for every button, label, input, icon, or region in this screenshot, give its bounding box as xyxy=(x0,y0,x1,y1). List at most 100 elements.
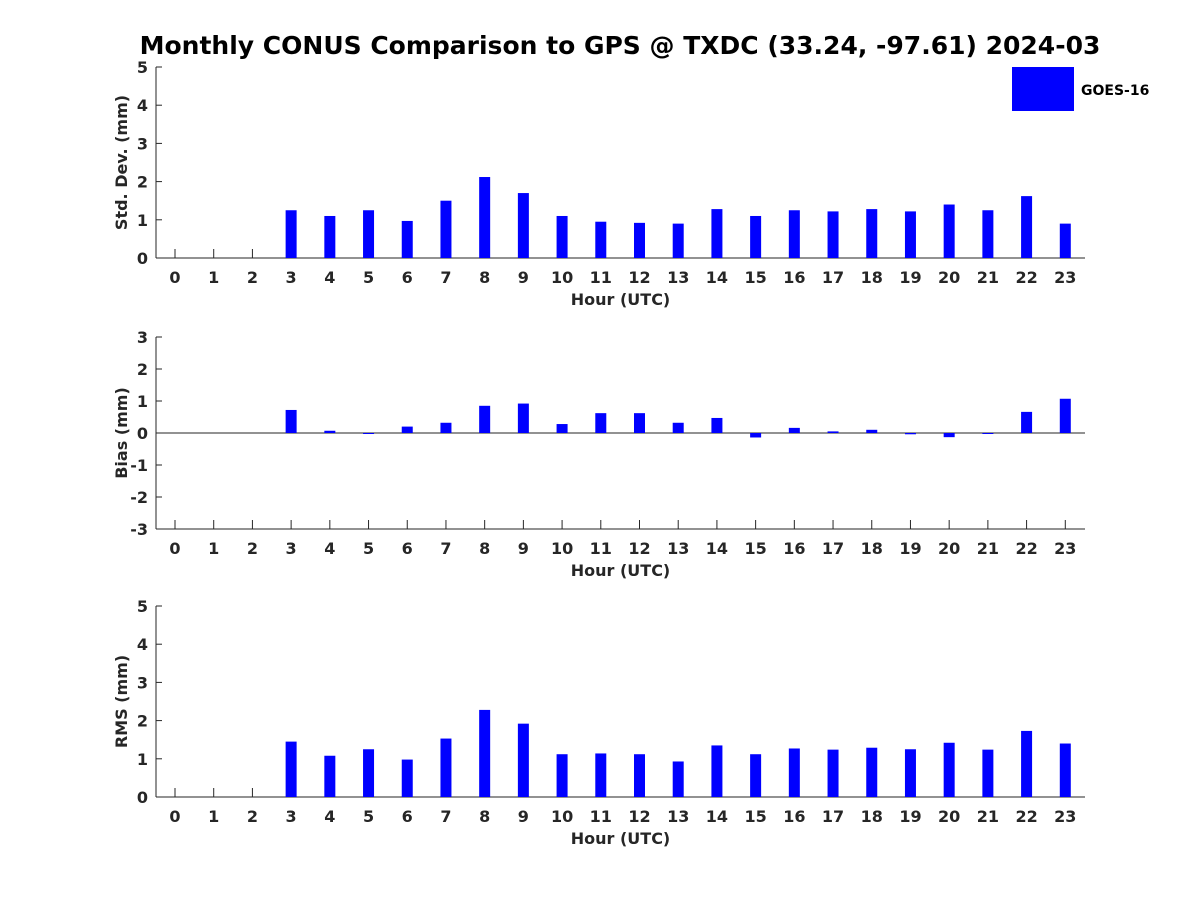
y-tick-label: 1 xyxy=(137,211,148,230)
x-tick-label: 22 xyxy=(1015,807,1037,826)
x-tick-label: 1 xyxy=(208,807,219,826)
bar-bias-hour-21 xyxy=(982,433,994,434)
bar-bias-hour-23 xyxy=(1059,398,1071,433)
bar-std-dev-hour-20 xyxy=(943,204,955,258)
x-tick-label: 19 xyxy=(899,807,921,826)
x-tick-label: 12 xyxy=(628,268,650,287)
x-tick-label: 21 xyxy=(977,539,999,558)
bar-bias-hour-7 xyxy=(440,422,452,433)
x-tick-label: 5 xyxy=(363,539,374,558)
y-tick-label: 1 xyxy=(137,392,148,411)
x-tick-label: 15 xyxy=(744,807,766,826)
y-tick-label: -2 xyxy=(130,488,148,507)
y-tick-label: 3 xyxy=(137,673,148,692)
bar-std-dev-hour-4 xyxy=(324,215,336,258)
x-tick-label: 18 xyxy=(861,268,883,287)
x-tick-label: 13 xyxy=(667,268,689,287)
x-tick-label: 17 xyxy=(822,539,844,558)
y-tick-label: 5 xyxy=(137,597,148,616)
bar-bias-hour-8 xyxy=(479,405,491,433)
bar-std-dev-hour-14 xyxy=(711,209,723,258)
x-tick-label: 19 xyxy=(899,539,921,558)
x-tick-label: 22 xyxy=(1015,268,1037,287)
chart-title: Monthly CONUS Comparison to GPS @ TXDC (… xyxy=(140,31,1101,60)
x-tick-label: 8 xyxy=(479,807,490,826)
y-tick-label: 2 xyxy=(137,712,148,731)
bar-rms-hour-7 xyxy=(440,738,452,797)
x-tick-label: 21 xyxy=(977,268,999,287)
bar-rms-hour-16 xyxy=(788,748,800,797)
bar-std-dev-hour-6 xyxy=(401,220,413,258)
y-tick-label: 0 xyxy=(137,249,148,268)
x-tick-label: 3 xyxy=(286,807,297,826)
x-tick-label: 10 xyxy=(551,268,573,287)
x-tick-label: 0 xyxy=(169,807,180,826)
x-tick-label: 10 xyxy=(551,539,573,558)
x-axis-label: Hour (UTC) xyxy=(571,829,671,848)
bar-bias-hour-13 xyxy=(672,422,684,433)
x-tick-label: 20 xyxy=(938,539,960,558)
x-tick-label: 21 xyxy=(977,807,999,826)
bar-bias-hour-19 xyxy=(904,433,916,435)
bar-bias-hour-20 xyxy=(943,433,955,438)
x-tick-label: 12 xyxy=(628,807,650,826)
bar-bias-hour-5 xyxy=(363,433,375,434)
y-tick-label: 0 xyxy=(137,424,148,443)
x-tick-label: 14 xyxy=(706,807,728,826)
x-tick-label: 1 xyxy=(208,268,219,287)
x-tick-label: 4 xyxy=(324,539,335,558)
bar-bias-hour-10 xyxy=(556,424,568,433)
bar-rms-hour-21 xyxy=(982,749,994,797)
bar-bias-hour-9 xyxy=(517,403,529,433)
bar-bias-hour-6 xyxy=(401,426,413,433)
x-tick-label: 15 xyxy=(744,539,766,558)
x-tick-label: 18 xyxy=(861,539,883,558)
bar-std-dev-hour-3 xyxy=(285,210,297,258)
x-tick-label: 9 xyxy=(518,539,529,558)
x-tick-label: 7 xyxy=(440,807,451,826)
x-tick-label: 9 xyxy=(518,268,529,287)
x-tick-label: 4 xyxy=(324,807,335,826)
x-tick-label: 6 xyxy=(402,807,413,826)
y-tick-label: -3 xyxy=(130,520,148,539)
x-tick-label: 9 xyxy=(518,807,529,826)
bar-rms-hour-14 xyxy=(711,745,723,797)
bar-rms-hour-6 xyxy=(401,759,413,797)
x-tick-label: 0 xyxy=(169,539,180,558)
y-tick-label: 3 xyxy=(137,134,148,153)
bar-std-dev-hour-19 xyxy=(904,211,916,258)
x-tick-label: 17 xyxy=(822,268,844,287)
x-tick-label: 5 xyxy=(363,807,374,826)
bar-std-dev-hour-8 xyxy=(479,177,491,258)
bar-rms-hour-20 xyxy=(943,742,955,797)
x-tick-label: 11 xyxy=(590,807,612,826)
x-tick-label: 6 xyxy=(402,268,413,287)
x-tick-label: 12 xyxy=(628,539,650,558)
x-tick-label: 11 xyxy=(590,539,612,558)
bar-rms-hour-12 xyxy=(634,754,645,797)
bar-std-dev-hour-12 xyxy=(634,222,645,258)
x-tick-label: 16 xyxy=(783,268,805,287)
bar-rms-hour-9 xyxy=(517,723,529,797)
bar-rms-hour-19 xyxy=(904,749,916,797)
y-axis-label: Bias (mm) xyxy=(112,387,131,479)
bar-bias-hour-15 xyxy=(750,433,762,438)
x-tick-label: 3 xyxy=(286,539,297,558)
x-tick-label: 16 xyxy=(783,539,805,558)
x-tick-label: 10 xyxy=(551,807,573,826)
y-tick-label: 3 xyxy=(137,328,148,347)
bar-std-dev-hour-7 xyxy=(440,200,452,258)
bar-bias-hour-22 xyxy=(1021,411,1033,433)
x-tick-label: 8 xyxy=(479,539,490,558)
x-tick-label: 1 xyxy=(208,539,219,558)
bar-bias-hour-4 xyxy=(324,430,336,433)
x-tick-label: 7 xyxy=(440,268,451,287)
y-axis-label: RMS (mm) xyxy=(112,655,131,748)
bar-rms-hour-3 xyxy=(285,741,297,797)
bar-bias-hour-11 xyxy=(595,413,607,433)
x-tick-label: 2 xyxy=(247,539,258,558)
bar-rms-hour-15 xyxy=(750,754,762,797)
x-tick-label: 20 xyxy=(938,807,960,826)
